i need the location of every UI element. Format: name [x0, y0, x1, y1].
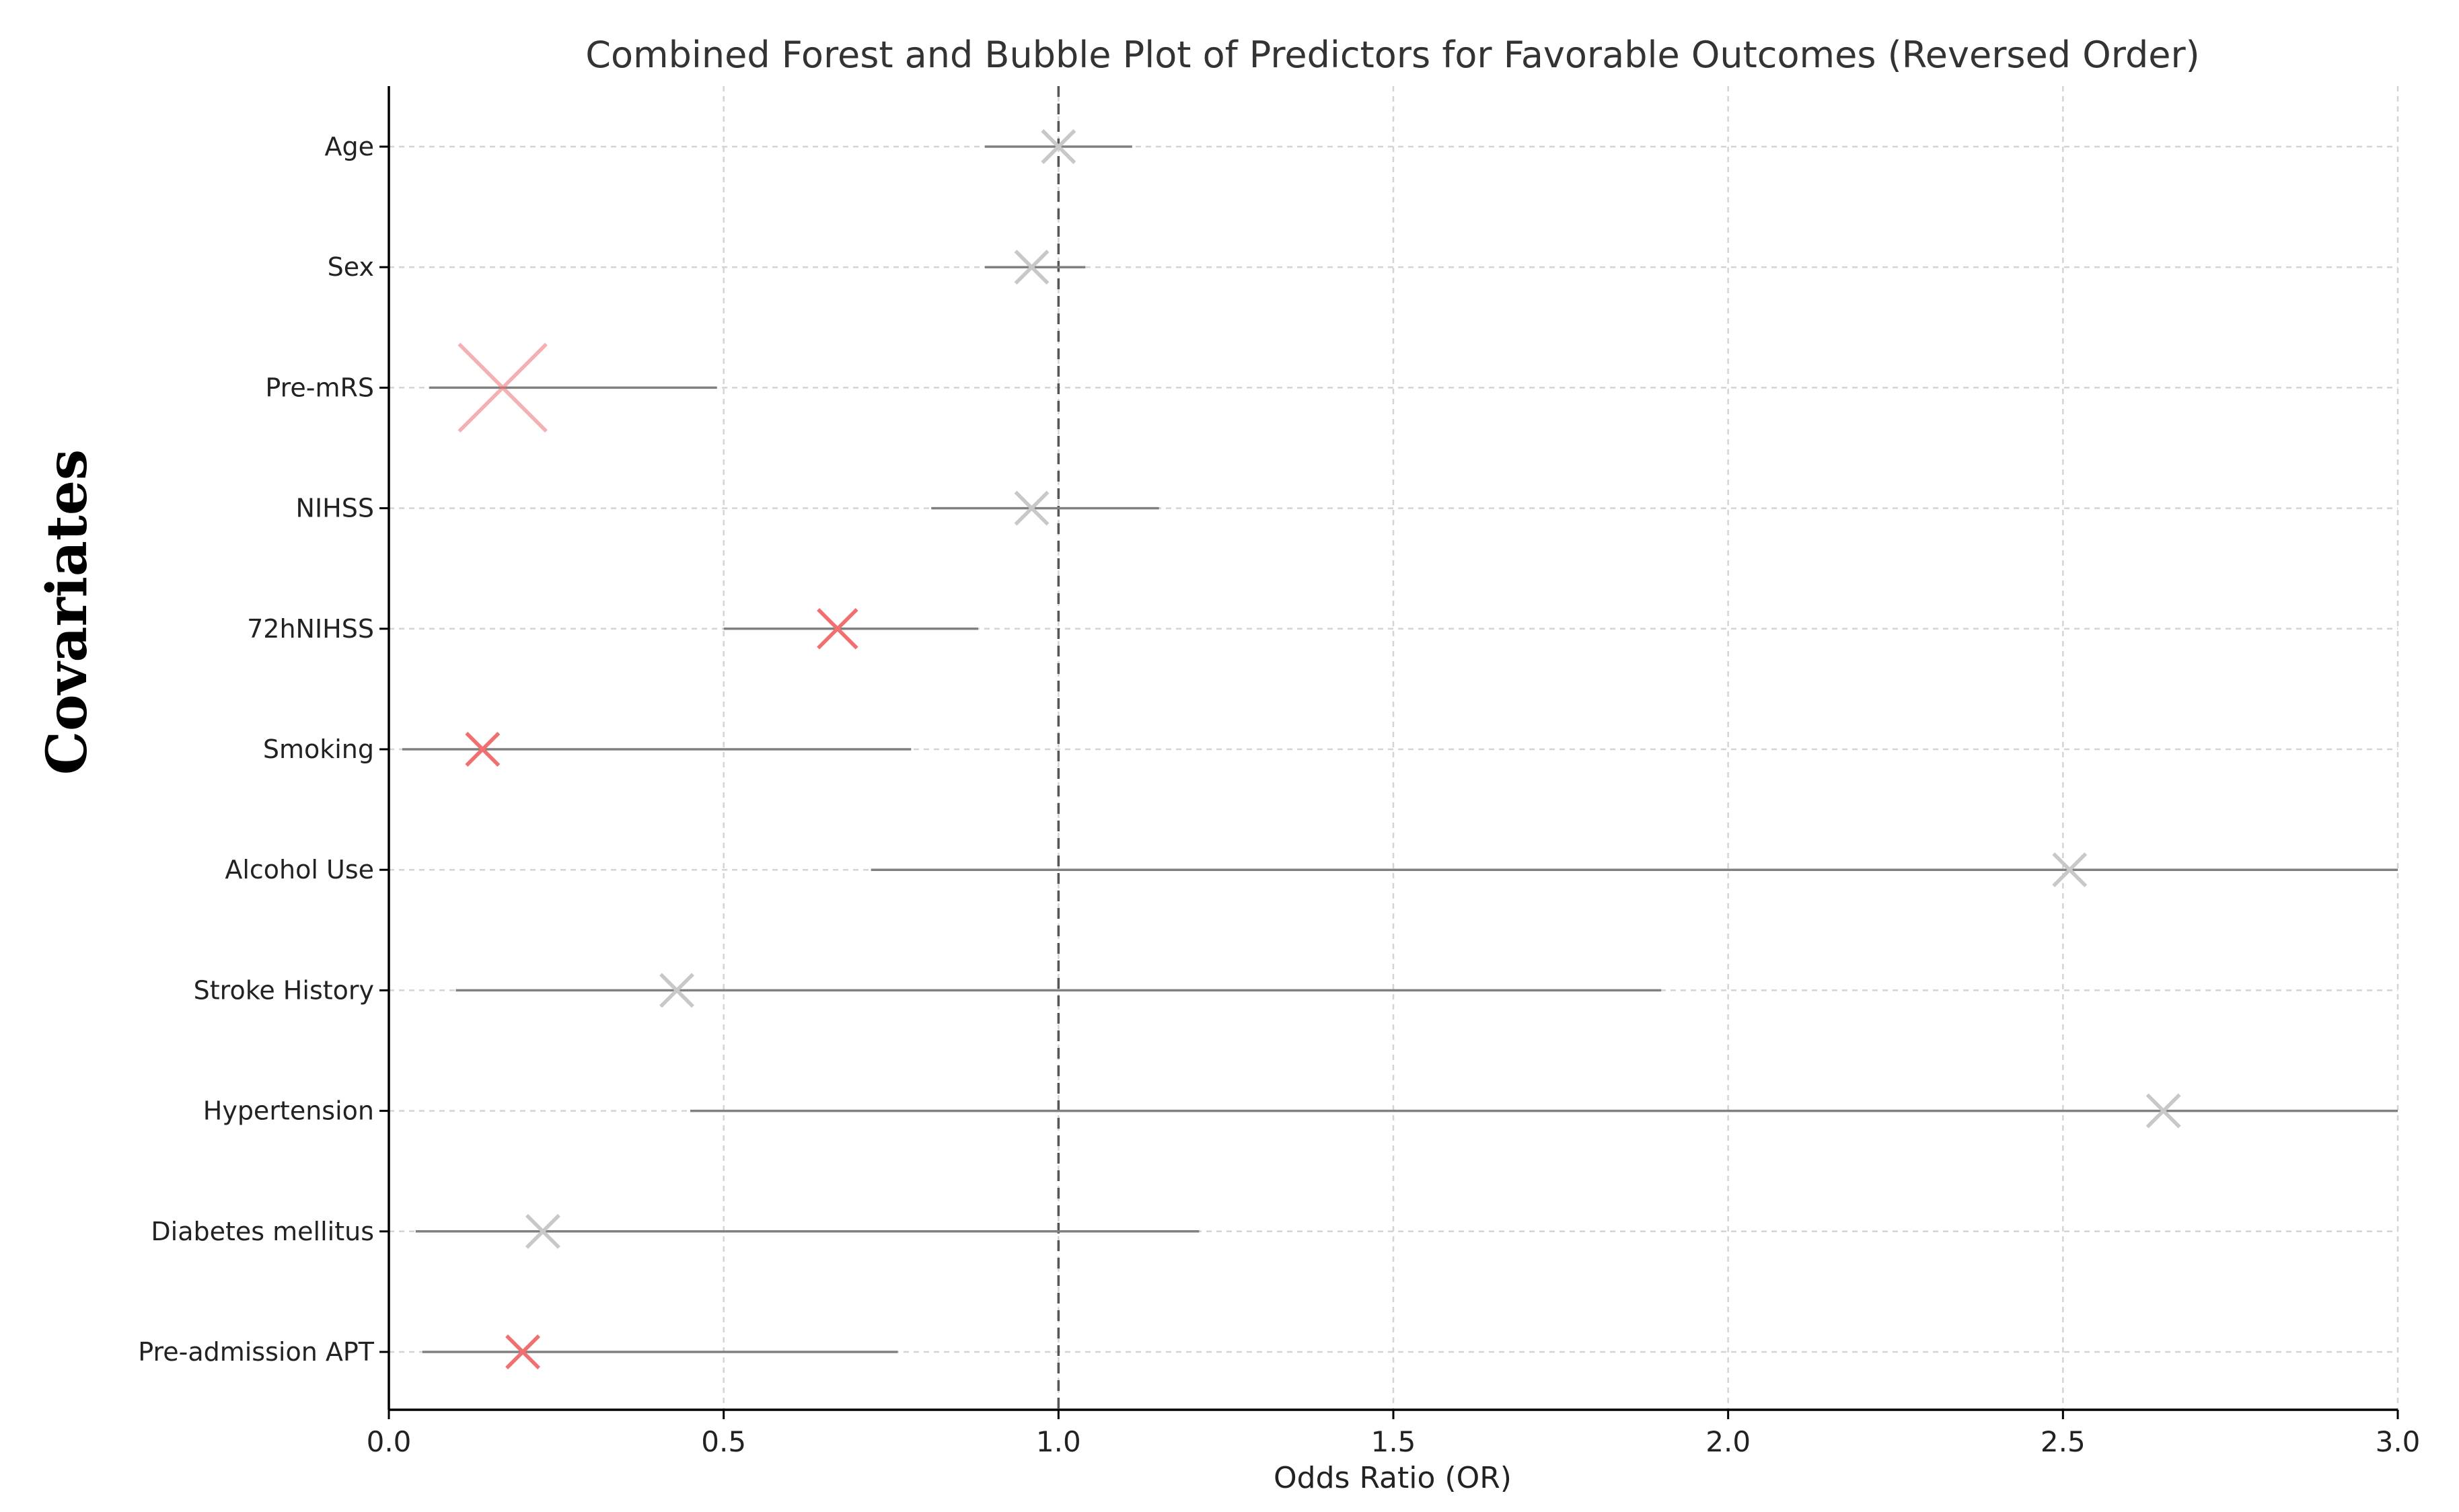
y-tick-label: Diabetes mellitus: [151, 1217, 374, 1246]
x-tick-label: 2.5: [2041, 1425, 2086, 1458]
y-tick-label: Sex: [328, 252, 374, 282]
marker-alcohol-use: [2052, 852, 2088, 888]
marker-pre-mrs: [457, 342, 548, 433]
y-tick-label: Pre-admission APT: [138, 1337, 375, 1367]
y-tick-label: Stroke History: [194, 975, 374, 1005]
marker-stroke: [525, 1213, 560, 1249]
marker-stroke: [2052, 852, 2088, 888]
marker-smoking: [465, 732, 501, 767]
chart-title: Combined Forest and Bubble Plot of Predi…: [585, 34, 2199, 76]
x-tick-label: 3.0: [2376, 1425, 2421, 1458]
marker-stroke: [1014, 250, 1050, 285]
marker-pre-admission-apt: [505, 1334, 541, 1369]
y-tick-label: Smoking: [263, 734, 374, 764]
y-tick-labels: Age Sex Pre-mRS NIHSS 72hNIHSS Smoking Alcohol…: [138, 132, 375, 1367]
marker-hypertension: [2145, 1093, 2181, 1129]
marker-stroke: [465, 732, 501, 767]
marker-layer: [457, 129, 2181, 1369]
marker-stroke: [1041, 129, 1076, 164]
marker-stroke: [1014, 490, 1050, 526]
x-tick-label: 0.5: [701, 1425, 746, 1458]
y-tick-label: Alcohol Use: [225, 855, 374, 884]
x-tick-label: 2.0: [1705, 1425, 1751, 1458]
marker-stroke: [817, 608, 858, 650]
confidence-interval-layer: [402, 145, 2398, 1353]
marker-age: [1041, 129, 1076, 164]
marker-nihss: [1014, 490, 1050, 526]
y-axis-label: Covariates: [35, 449, 100, 775]
y-tick-label: Pre-mRS: [265, 373, 374, 402]
marker-diabetes-mellitus: [525, 1213, 560, 1249]
marker-stroke: [457, 342, 548, 433]
marker-stroke: [2145, 1093, 2181, 1129]
marker-stroke: [505, 1334, 541, 1369]
y-tick-label: NIHSS: [296, 494, 374, 523]
axis-layer: [379, 86, 2399, 1419]
grid-layer: [389, 86, 2399, 1410]
x-tick-label: 1.5: [1371, 1425, 1416, 1458]
marker-stroke: [659, 973, 694, 1008]
x-tick-label: 0.0: [367, 1425, 412, 1458]
y-tick-label: 72hNIHSS: [247, 614, 374, 644]
marker-72hnihss: [817, 608, 858, 650]
x-axis-label: Odds Ratio (OR): [1274, 1461, 1512, 1495]
x-tick-labels: 0.0 0.5 1.0 1.5 2.0 2.5 3.0: [367, 1425, 2421, 1458]
y-tick-label: Hypertension: [203, 1096, 374, 1126]
y-tick-label: Age: [325, 132, 375, 161]
x-tick-label: 1.0: [1036, 1425, 1081, 1458]
marker-stroke-history: [659, 973, 694, 1008]
marker-sex: [1014, 250, 1050, 285]
